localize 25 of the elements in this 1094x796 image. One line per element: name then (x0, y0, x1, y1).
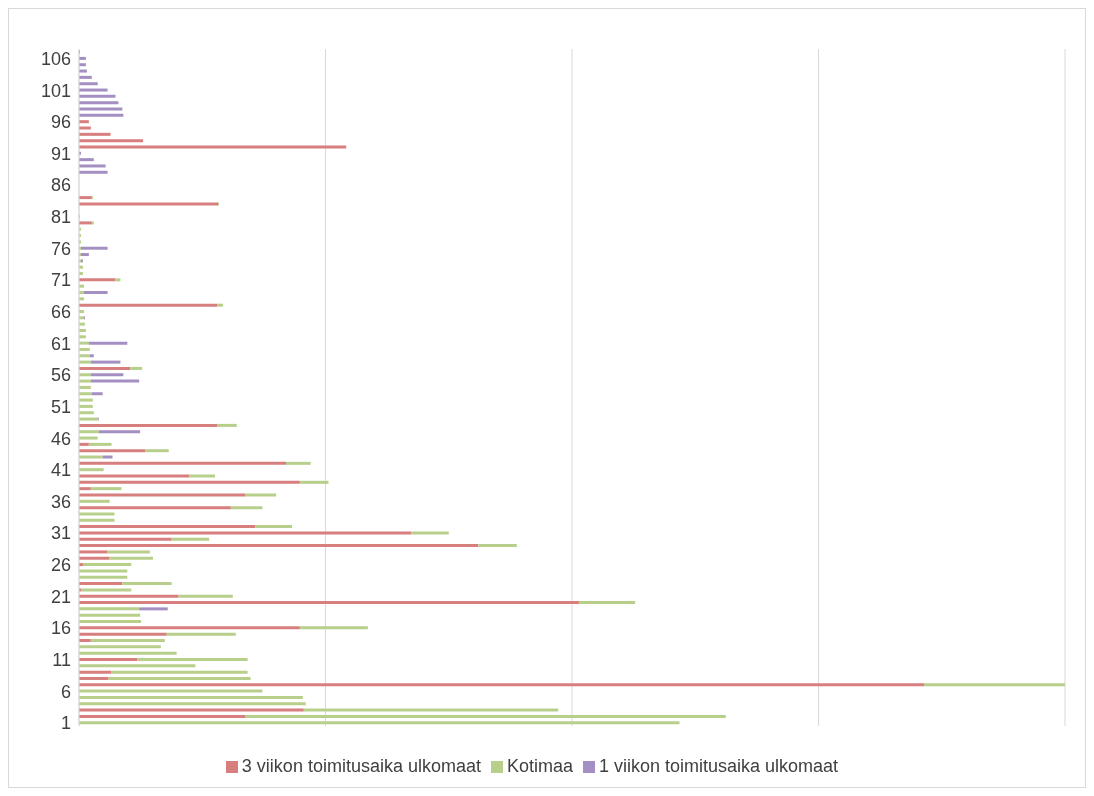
y-tick-label: 46 (50, 428, 71, 449)
y-tick-label: 21 (50, 586, 71, 607)
y-tick-label: 71 (50, 270, 71, 291)
y-tick-label: 31 (50, 523, 71, 544)
y-tick-label: 11 (52, 649, 71, 670)
y-tick-label: 1 (60, 713, 71, 734)
y-tick-label: 61 (50, 333, 71, 354)
y-tick-label: 76 (50, 238, 71, 259)
y-tick-label: 56 (50, 365, 71, 386)
y-tick-label: 91 (50, 143, 71, 164)
y-tick-label: 51 (50, 396, 71, 417)
y-tick-label: 81 (50, 207, 71, 228)
y-tick-label: 86 (50, 175, 71, 196)
y-tick-label: 66 (50, 301, 71, 322)
y-tick-label: 36 (50, 491, 71, 512)
y-tick-label: 26 (50, 555, 71, 576)
y-tick-label: 41 (50, 460, 71, 481)
y-tick-label: 96 (50, 112, 71, 133)
y-tick-label: 106 (40, 48, 71, 69)
y-tick-label: 6 (60, 681, 71, 702)
y-tick-label: 101 (40, 80, 71, 101)
y-tick-label: 16 (50, 618, 71, 639)
legend-label: Kotimaa (506, 756, 574, 776)
legend-label: 1 viikon toimitusaika ulkomaat (599, 756, 839, 776)
legend-label: 3 viikon toimitusaika ulkomaat (241, 756, 481, 776)
